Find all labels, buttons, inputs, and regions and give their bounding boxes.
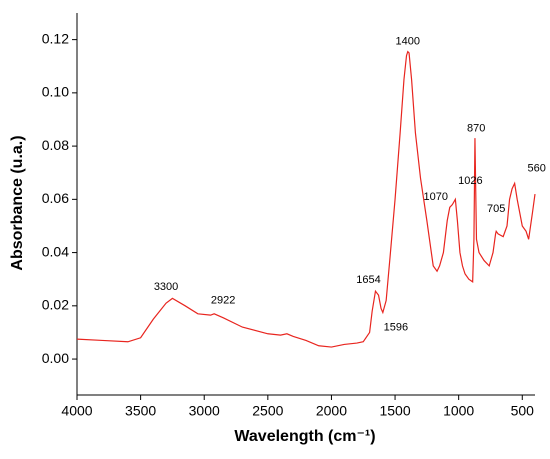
x-tick-label: 3500 <box>125 403 156 419</box>
x-tick-label: 2500 <box>252 403 283 419</box>
peak-label: 3300 <box>154 281 178 293</box>
y-tick-label: 0.06 <box>42 190 69 206</box>
y-tick-label: 0.00 <box>42 350 69 366</box>
peak-label: 1654 <box>356 274 380 286</box>
peak-label: 1026 <box>458 175 482 187</box>
y-tick-label: 0.02 <box>42 297 69 313</box>
y-tick-label: 0.10 <box>42 84 69 100</box>
x-tick-label: 3000 <box>189 403 220 419</box>
y-tick-label: 0.08 <box>42 137 69 153</box>
x-tick-label: 1000 <box>443 403 474 419</box>
peak-label: 2922 <box>211 295 235 307</box>
x-axis-title: Wavelength (cm⁻¹) <box>234 428 375 445</box>
x-tick-label: 1500 <box>379 403 410 419</box>
x-tick-label: 500 <box>511 403 535 419</box>
peak-label: 705 <box>487 203 505 215</box>
peak-label: 870 <box>467 122 485 134</box>
y-axis-title: Absorbance (u.a.) <box>9 135 26 270</box>
y-tick-label: 0.12 <box>42 30 69 46</box>
peak-label: 1596 <box>384 321 408 333</box>
y-tick-label: 0.04 <box>42 243 69 259</box>
peak-label: 560 <box>527 162 545 174</box>
x-tick-label: 2000 <box>316 403 347 419</box>
spectrum-line <box>76 50 536 348</box>
peak-label: 1400 <box>396 36 420 48</box>
peak-label: 1070 <box>424 191 448 203</box>
x-tick-label: 4000 <box>61 403 92 419</box>
